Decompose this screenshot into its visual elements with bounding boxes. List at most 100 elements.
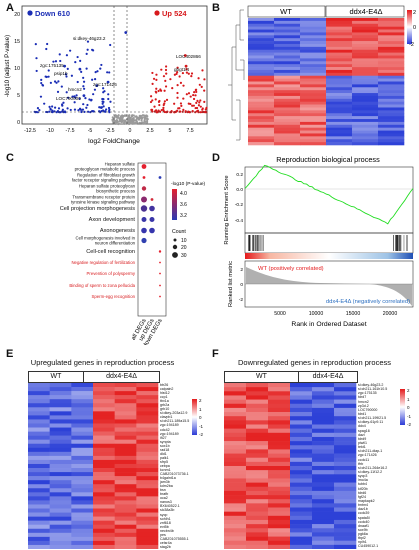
heatmap-b-cell: [326, 20, 353, 25]
heat-e-cell: [28, 488, 50, 493]
heatmap-b-cell: [378, 20, 405, 25]
heat-f-tick-neg1: -1: [407, 413, 412, 419]
heatmap-b-cell: [378, 35, 405, 39]
volcano-point-ns: [146, 115, 149, 118]
count-tick-30: 30: [181, 253, 187, 259]
heat-e-cell: [49, 463, 72, 469]
heatmap-b-cell: [248, 107, 275, 111]
heatmap-b-cell: [352, 121, 379, 126]
volcano-point-ns: [140, 117, 144, 120]
volcano-point-down: [58, 53, 61, 56]
heatmap-b-cell: [378, 69, 405, 74]
heat-f-cell: [224, 424, 247, 429]
volcano-point-down: [100, 109, 103, 113]
gene-label-3: psip1b: [54, 71, 68, 76]
heat-f-cell: [312, 416, 335, 421]
heat-e-cell: [93, 484, 115, 489]
heat-e-cell: [28, 387, 50, 392]
heatmap-b-cell: [300, 69, 327, 74]
heat-f-cell: [334, 511, 357, 517]
volcano-point-down: [78, 97, 81, 100]
heat-f-cell: [334, 428, 357, 434]
dotplot-term-label: Negative regulation of fertilization: [71, 260, 135, 265]
volcano-point-up: [159, 88, 162, 91]
heat-f-cell: [290, 536, 313, 541]
volcano-point-up: [190, 72, 194, 75]
volcano-point-up: [162, 103, 165, 107]
heat-f-cell: [268, 486, 291, 492]
heat-f-cell: [246, 416, 269, 421]
heatmap-b-cell: [248, 78, 275, 82]
heatmap-b-cell: [352, 113, 379, 117]
heat-e-cell: [49, 447, 72, 453]
heat-e-cell: [136, 476, 159, 481]
heat-f-cell: [334, 474, 357, 479]
heat-e-cell: [93, 500, 115, 505]
heat-e-cell: [136, 500, 159, 505]
heat-f-cell: [290, 490, 313, 496]
dotplot-dot: [159, 284, 161, 287]
heat-f-cell: [334, 457, 357, 463]
heatmap-b-cell: [378, 113, 405, 117]
heatmap-b-cell: [378, 93, 405, 97]
heat-e-cell: [114, 395, 137, 400]
volcano-point-down: [103, 90, 106, 93]
volcano-point-up: [201, 108, 204, 111]
heat-e-cell: [114, 532, 137, 538]
heat-f-cell: [334, 540, 357, 546]
heat-e-cell: [71, 520, 94, 526]
heatmap-b-cell: [326, 121, 353, 126]
pvalue-tick-36: 3.6: [180, 202, 187, 208]
heatmap-b-chart: WT ddx4-E4Δ 2 0 -2: [228, 5, 416, 146]
heat-f-cell: [334, 503, 357, 508]
heatmap-b-cell: [274, 133, 301, 137]
heat-e-cell: [93, 399, 115, 404]
heat-f-wt-header: WT: [224, 371, 299, 383]
heat-e-cell: [114, 488, 137, 493]
volcano-point-labeled: [184, 64, 188, 68]
volcano-point-up: [197, 104, 201, 107]
pvalue-legend-title: -log10 (P-value): [171, 181, 206, 187]
volcano-point-down: [57, 107, 61, 110]
volcano-point-up: [159, 110, 162, 113]
heat-e-cell: [28, 399, 50, 404]
dotplot-term-label: Binding of sperm to zona pellucida: [69, 283, 135, 288]
heat-f-cell: [246, 420, 269, 425]
heat-f-cell: [246, 453, 269, 458]
heat-e-cell: [114, 520, 137, 526]
volcano-chart: Down 610 Up 524 si:dkey-46g23.2 zgc:1751…: [4, 5, 208, 145]
heatmap-b-cell: [300, 93, 327, 97]
heat-e-grid: [28, 383, 159, 549]
volcano-point-down: [76, 55, 79, 59]
heat-e-cell: [93, 528, 115, 534]
heat-f-gene-label: tmtm4: [358, 503, 368, 508]
volcano-point-down: [66, 107, 69, 110]
heat-f-cell: [312, 383, 335, 388]
volcano-point-down: [88, 98, 91, 101]
volcano-point-ns: [116, 116, 119, 119]
heat-e-cell: [71, 383, 94, 388]
heat-e-cell: [136, 407, 159, 412]
heatmap-b-cell: [326, 113, 353, 117]
volcano-point-ns: [120, 120, 123, 123]
heatmap-b-cell: [378, 119, 405, 123]
heat-f-cell: [246, 428, 269, 434]
heat-e-cell: [93, 435, 115, 440]
heat-f-mut-header: ddx4-E4Δ: [298, 371, 358, 383]
heat-e-cell: [136, 484, 159, 489]
heat-e-cell: [49, 411, 72, 416]
heat-f-cell: [246, 524, 269, 529]
heat-f-cell: [312, 395, 335, 400]
heat-f-gene-label: tdrd9: [358, 436, 367, 441]
volcano-point-up: [155, 111, 158, 114]
heat-e-mut-label: ddx4-E4Δ: [106, 373, 137, 380]
heat-e-cell: [136, 447, 159, 453]
heat-f-gene-label: si:ch211-diap-1: [358, 449, 383, 454]
heat-e-cell: [114, 459, 137, 465]
y-tick-4: 20: [14, 12, 20, 18]
volcano-point-ns: [146, 117, 149, 120]
heat-f-tick-neg2: -2: [407, 422, 412, 428]
heat-e-cell: [71, 395, 94, 400]
heatmap-b-cell: [248, 110, 275, 114]
heat-f-cell: [246, 515, 269, 521]
